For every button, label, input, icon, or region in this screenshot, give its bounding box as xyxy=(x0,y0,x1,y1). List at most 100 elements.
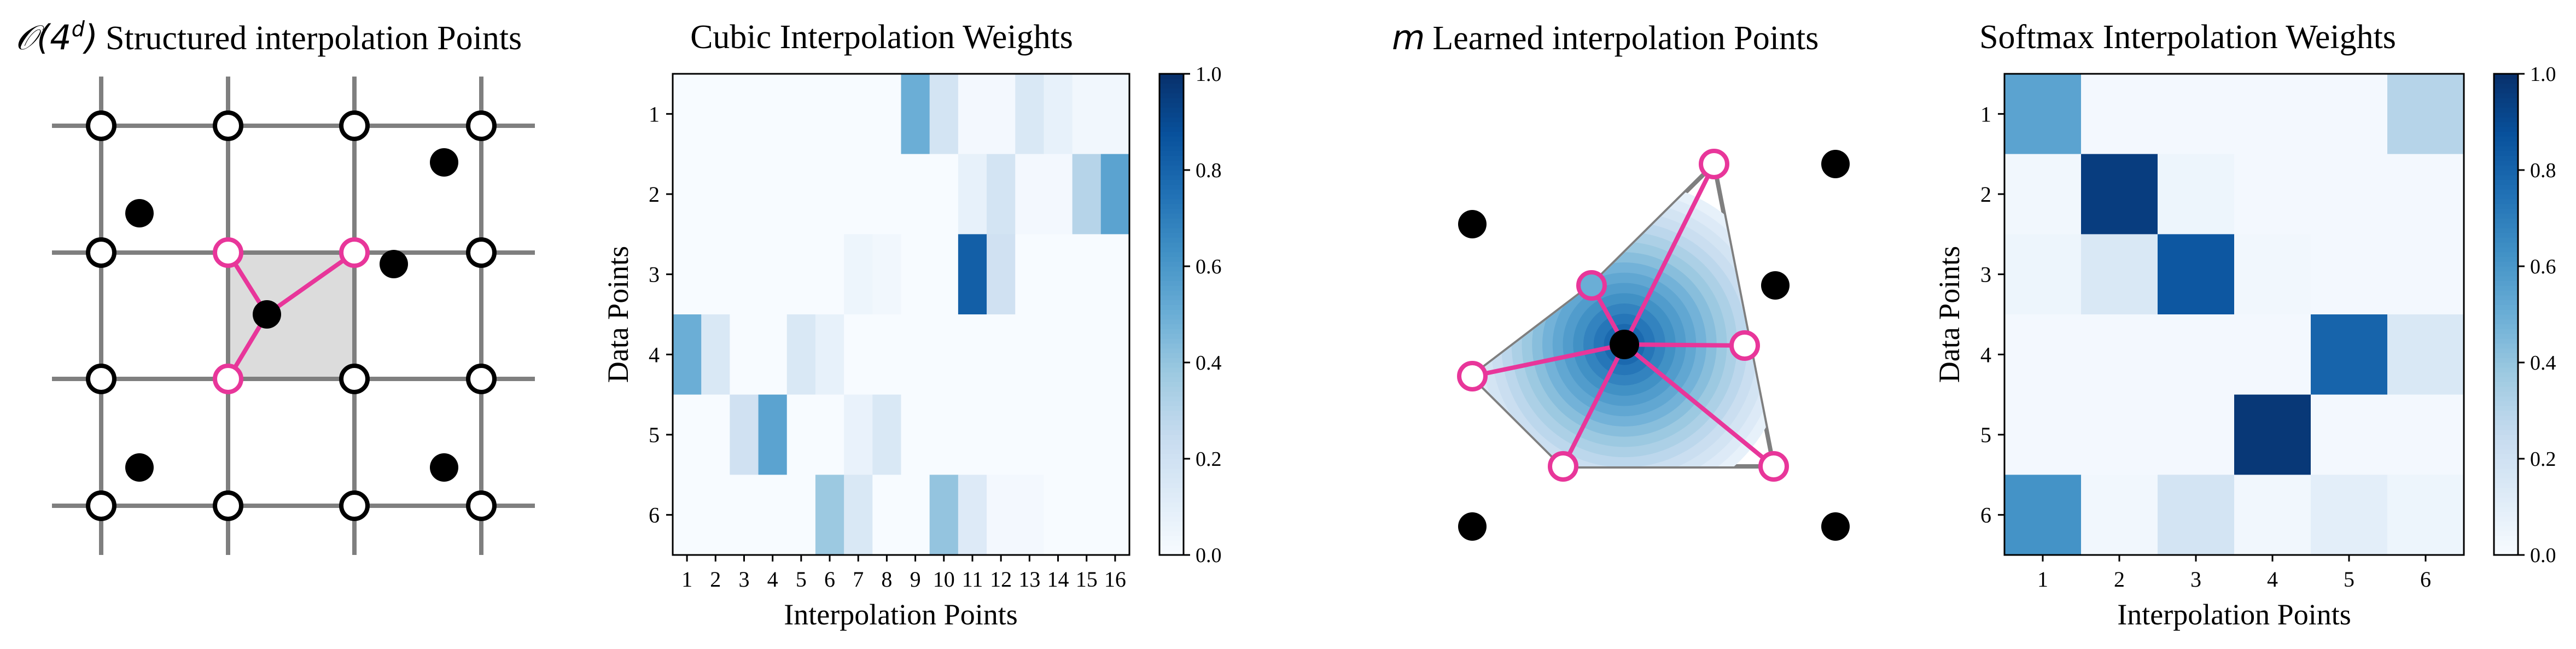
colorbar-tick-label: 0.8 xyxy=(1196,159,1222,182)
y-tick-label: 2 xyxy=(649,182,660,207)
heatmap-cell xyxy=(2387,154,2464,235)
heatmap-cell xyxy=(1044,74,1073,155)
colorbar-segment xyxy=(1159,194,1184,200)
x-tick-label: 2 xyxy=(2114,567,2125,592)
x-tick-label: 4 xyxy=(2267,567,2278,592)
learned-node xyxy=(1548,451,1578,482)
colorbar-tick-label: 0.2 xyxy=(1196,448,1222,471)
colorbar-segment xyxy=(2494,338,2518,344)
heatmap-cell xyxy=(1015,475,1044,556)
colorbar-segment xyxy=(2494,487,2518,493)
colorbar-segment xyxy=(1159,247,1184,253)
colorbar-segment xyxy=(2494,290,2518,296)
colorbar-segment xyxy=(2494,223,2518,229)
colorbar-segment xyxy=(1159,74,1184,79)
heatmap-cell xyxy=(2311,314,2388,395)
heatmap-cell xyxy=(786,475,816,556)
colorbar-segment xyxy=(2494,444,2518,449)
heatmap-cell xyxy=(958,234,987,315)
softmax-x-ticks: 1 2 3 4 5 6 xyxy=(2037,555,2431,592)
learned-title: m Learned interpolation Points xyxy=(1392,17,1819,57)
learned-nodes xyxy=(1457,149,1789,482)
x-tick-label: 8 xyxy=(881,567,892,592)
query-point xyxy=(1610,330,1639,359)
structured-title: 𝒪(4d) Structured interpolation Points xyxy=(15,17,522,57)
colorbar-segment xyxy=(2494,242,2518,248)
grid-node xyxy=(86,110,116,141)
heatmap-cell xyxy=(673,475,702,556)
colorbar-segment xyxy=(2494,387,2518,392)
colorbar-segment xyxy=(1159,483,1184,488)
structured-title-text: Structured interpolation Points xyxy=(106,20,522,57)
colorbar-segment xyxy=(1159,136,1184,142)
softmax-y-ticks: 1 2 3 4 5 6 xyxy=(1980,102,2004,528)
heatmap-cell xyxy=(1100,394,1130,475)
learned-links xyxy=(1472,163,1775,469)
colorbar-segment xyxy=(1159,237,1184,243)
cubic-title: Cubic Interpolation Weights xyxy=(690,19,1073,56)
colorbar-segment xyxy=(1159,435,1184,440)
heatmap-cell xyxy=(929,314,959,395)
colorbar-segment xyxy=(1159,314,1184,320)
x-tick-label: 6 xyxy=(824,567,835,592)
colorbar-segment xyxy=(2494,141,2518,147)
heatmap-cell xyxy=(2004,74,2082,155)
y-tick-label: 3 xyxy=(649,262,660,287)
x-tick-label: 12 xyxy=(990,567,1012,592)
structured-panel: 𝒪(4d) Structured interpolation Points xyxy=(15,17,535,555)
heatmap-cell xyxy=(701,314,730,395)
heatmap-cell xyxy=(901,475,930,556)
heatmap-cell xyxy=(815,314,844,395)
softmax-panel: Softmax Interpolation Weights 1 2 3 4 5 6 1 2 3… xyxy=(1933,19,2556,631)
colorbar-segment xyxy=(1159,415,1184,421)
softmax-heatmap xyxy=(2004,74,2464,556)
data-point xyxy=(253,300,281,329)
heatmap-cell xyxy=(673,394,702,475)
colorbar-segment xyxy=(2494,78,2518,84)
colorbar-segment xyxy=(2494,382,2518,387)
data-point xyxy=(125,453,154,482)
y-tick-label: 5 xyxy=(649,423,660,447)
colorbar-segment xyxy=(2494,411,2518,416)
heatmap-cell xyxy=(786,234,816,315)
heatmap-cell xyxy=(1072,234,1101,315)
heatmap-cell xyxy=(1015,394,1044,475)
colorbar-segment xyxy=(2494,295,2518,301)
structured-title-math: 𝒪(4 xyxy=(15,17,72,57)
x-tick-label: 4 xyxy=(767,567,778,592)
colorbar-segment xyxy=(1159,377,1184,382)
colorbar-segment xyxy=(1159,266,1184,272)
colorbar-segment xyxy=(1159,131,1184,137)
heatmap-cell xyxy=(1100,234,1130,315)
y-tick-label: 4 xyxy=(1980,342,1991,367)
x-tick-label: 15 xyxy=(1076,567,1098,592)
colorbar-segment xyxy=(2494,218,2518,224)
colorbar-segment xyxy=(1159,334,1184,339)
link xyxy=(1561,343,1627,467)
heatmap-cell xyxy=(730,74,759,155)
colorbar-segment xyxy=(2494,329,2518,334)
colorbar-segment xyxy=(1159,107,1184,113)
colorbar-segment xyxy=(2494,305,2518,310)
heatmap-cell xyxy=(987,74,1016,155)
colorbar-segment xyxy=(2494,396,2518,401)
heatmap-cell xyxy=(929,154,959,235)
heatmap-cell xyxy=(987,154,1016,235)
y-tick-label: 5 xyxy=(1980,423,1991,447)
heatmap-cell xyxy=(2081,74,2158,155)
colorbar-segment xyxy=(2494,420,2518,425)
grid-node xyxy=(86,237,116,268)
heatmap-cell xyxy=(2387,475,2464,556)
colorbar-segment xyxy=(1159,280,1184,286)
heatmap-cell xyxy=(815,154,844,235)
colorbar-segment xyxy=(1159,329,1184,334)
colorbar-segment xyxy=(2494,146,2518,151)
x-tick-label: 11 xyxy=(962,567,983,592)
colorbar-segment xyxy=(1159,126,1184,132)
colorbar-segment xyxy=(1159,502,1184,507)
link xyxy=(1622,163,1716,346)
colorbar-segment xyxy=(1159,550,1184,556)
colorbar-tick-label: 0.8 xyxy=(2530,159,2556,182)
heatmap-cell xyxy=(2311,394,2388,475)
x-tick-label: 13 xyxy=(1018,567,1040,592)
